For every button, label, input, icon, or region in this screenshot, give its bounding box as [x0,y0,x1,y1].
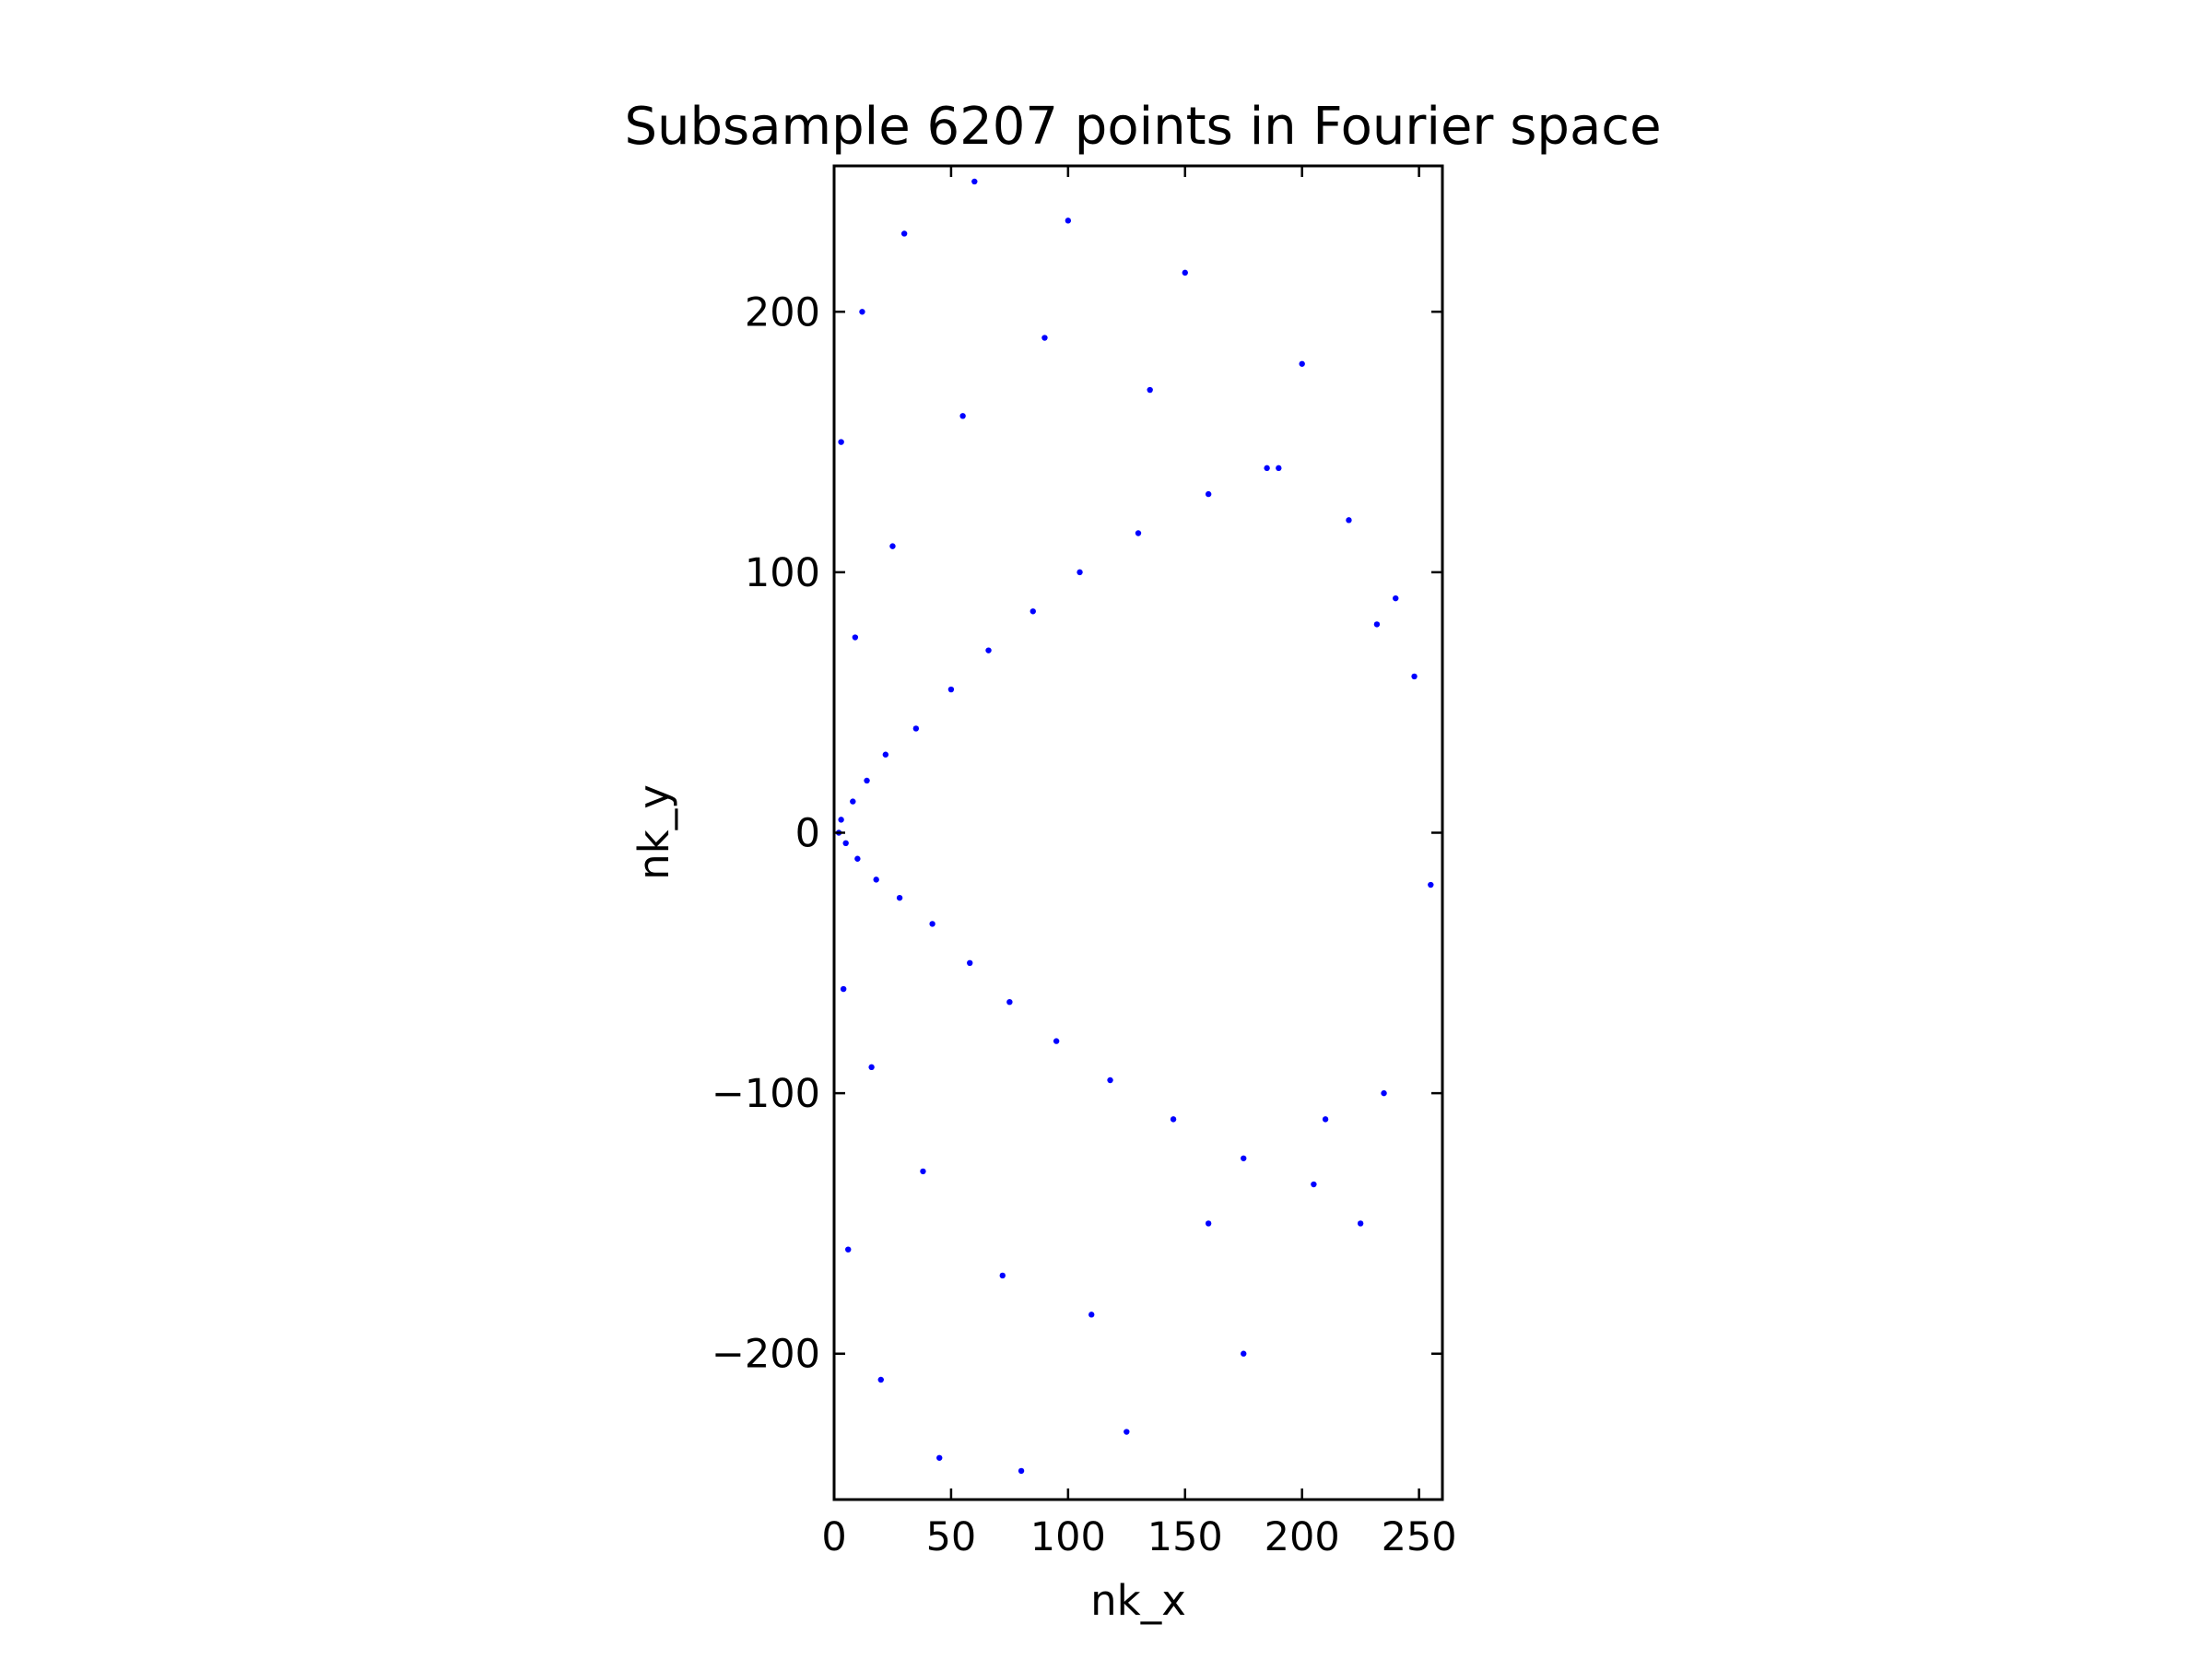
data-point [859,309,865,315]
data-point [920,1168,926,1175]
data-point [840,985,847,993]
x-tick-label: 250 [1382,1514,1457,1560]
data-point [1041,335,1048,341]
data-point [1053,1038,1060,1044]
data-point [1170,1116,1177,1123]
data-point [1124,1429,1130,1435]
data-point [873,877,879,883]
data-point [1077,569,1083,576]
data-point [1299,360,1305,367]
data-point [1311,1181,1317,1188]
data-point [929,921,935,927]
data-point [1182,269,1188,276]
data-point [882,751,889,758]
data-point [1241,1155,1247,1161]
data-point [852,634,859,641]
x-tick-label: 0 [821,1514,846,1560]
data-point [1018,1467,1025,1475]
chart-title: Subsample 6207 points in Fourier space [624,97,1661,157]
data-point [1205,1220,1212,1227]
y-tick-label: −100 [712,1071,820,1117]
data-point [877,1376,884,1383]
data-point [896,894,903,901]
data-point [864,777,870,784]
data-point [985,647,992,653]
data-point [842,840,849,846]
data-point [1088,1312,1095,1318]
data-point [900,230,908,237]
data-point [1205,490,1212,498]
data-point [838,439,844,445]
data-point [1006,999,1013,1006]
data-point [1411,673,1418,680]
y-tick-label: 100 [745,550,820,596]
data-point [1322,1116,1329,1123]
data-point [850,798,856,805]
data-point [1147,386,1153,394]
data-point [838,817,844,823]
x-tick-label: 200 [1265,1514,1340,1560]
x-axis-label: nk_x [1090,1576,1186,1625]
data-point [999,1272,1006,1279]
y-axis-ticks: −200 −100 0 100 200 [712,289,1442,1378]
data-point [854,855,861,862]
data-point [912,725,920,732]
data-point [1030,608,1036,615]
data-point [967,959,973,967]
data-point [959,413,966,419]
data-point [947,686,955,693]
data-point [1381,1089,1387,1097]
data-point [1393,594,1399,602]
data-point [1107,1077,1113,1084]
data-point [936,1454,943,1461]
data-point [1373,621,1381,628]
y-axis-label: nk_y [629,784,678,880]
x-axis-ticks: 0 50 100 150 200 250 [821,166,1457,1560]
data-point [1276,465,1282,472]
data-point [971,178,978,185]
data-point [868,1064,875,1071]
data-point [1241,1350,1247,1357]
x-tick-label: 50 [926,1514,977,1560]
data-point [1428,881,1434,888]
data-points [835,178,1434,1475]
x-tick-label: 100 [1030,1514,1106,1560]
data-point [889,543,896,549]
data-point [1264,465,1270,472]
data-point [1135,530,1142,536]
y-tick-label: −200 [712,1332,820,1378]
data-point [845,1246,852,1253]
data-point [1357,1220,1364,1227]
y-tick-label: 0 [795,811,820,857]
y-tick-label: 200 [745,289,820,335]
data-point [1065,218,1072,224]
data-point [1346,517,1352,524]
x-tick-label: 150 [1147,1514,1223,1560]
